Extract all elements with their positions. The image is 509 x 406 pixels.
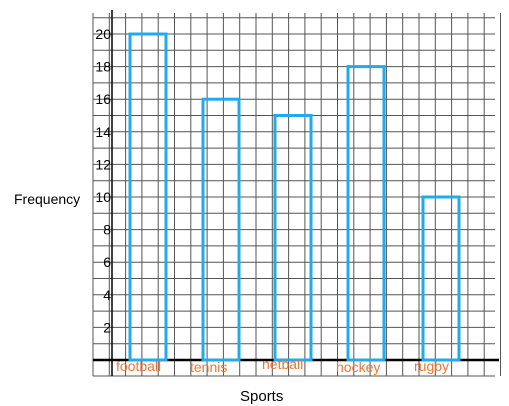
category-label-rugby: rugby: [414, 358, 449, 374]
y-tick-label: 16: [95, 91, 111, 107]
y-tick-label: 10: [95, 189, 111, 205]
y-tick-label: 2: [103, 319, 111, 335]
bar-hockey: [346, 65, 386, 362]
y-tick-label: 18: [95, 59, 111, 75]
y-axis-ticks: 2 4 6 8 10 12 14 16 18 20: [95, 26, 111, 335]
y-tick-label: 20: [95, 26, 111, 42]
category-label-hockey: hockey: [336, 359, 380, 375]
bar-rugby: [421, 195, 461, 362]
bar-netball: [273, 114, 313, 362]
bar-tennis: [201, 97, 241, 362]
y-tick-label: 12: [95, 156, 111, 172]
category-labels: football tennis netball hockey rugby: [116, 356, 449, 375]
y-tick-label: 4: [103, 287, 111, 303]
category-label-football: football: [116, 358, 161, 374]
bar-football: [128, 32, 168, 362]
x-axis-label: Sports: [240, 388, 284, 405]
y-tick-label: 8: [103, 222, 111, 238]
chart-grid: [92, 10, 501, 377]
y-axis-label: Frequency: [14, 191, 81, 207]
bars: [128, 32, 461, 362]
y-tick-label: 14: [95, 124, 111, 140]
category-label-tennis: tennis: [190, 359, 227, 375]
y-tick-label: 6: [103, 254, 111, 270]
category-label-netball: netball: [262, 356, 303, 372]
